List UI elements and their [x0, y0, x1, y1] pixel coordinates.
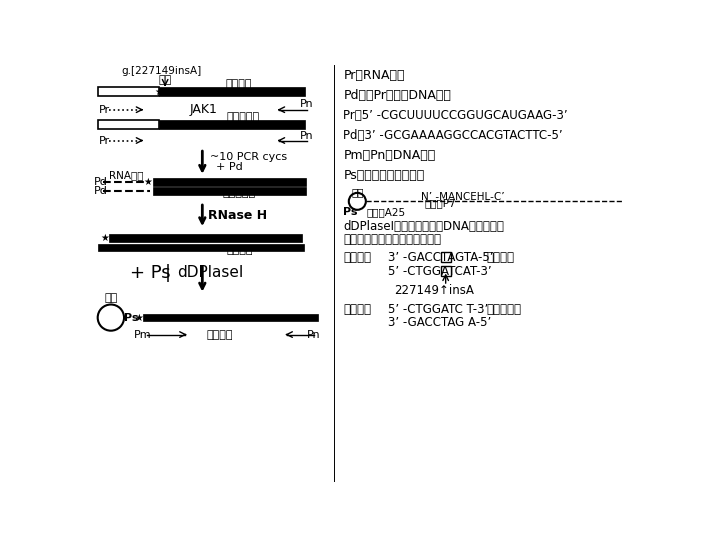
Bar [98, 120, 159, 129]
Text: N’ -MANCEHL-C’: N’ -MANCEHL-C’ [421, 192, 505, 202]
Bar [144, 314, 318, 321]
Text: Pm和Pn：DNA引物: Pm和Pn：DNA引物 [343, 150, 435, 163]
Text: dDPlaseI酶可以识别双鑃DNA上的突变区: dDPlaseI酶可以识别双鑃DNA上的突变区 [343, 220, 504, 233]
Text: dDPlaseI: dDPlaseI [177, 266, 243, 280]
Text: Pn: Pn [307, 330, 321, 339]
Text: Pr：RNA引物: Pr：RNA引物 [343, 69, 405, 82]
Text: 前扩增产物: 前扩增产物 [223, 188, 256, 198]
Text: 磁珠: 磁珠 [351, 187, 364, 197]
Text: 227149↑insA: 227149↑insA [394, 284, 474, 297]
Text: Pn: Pn [300, 131, 314, 141]
Bar [109, 235, 301, 242]
Bar [98, 244, 304, 251]
Circle shape [349, 193, 366, 210]
Text: （突变）: （突变） [486, 251, 515, 264]
Text: 消化产物: 消化产物 [226, 245, 253, 255]
Text: （野生型）: （野生型） [486, 302, 522, 315]
Bar [98, 87, 159, 96]
Text: RNA区域: RNA区域 [109, 170, 144, 180]
Text: 突变基因: 突变基因 [226, 79, 252, 88]
Bar [441, 252, 451, 262]
Text: 磁珠: 磁珠 [104, 293, 118, 304]
Text: 3’ -GACCTAG A-5’: 3’ -GACCTAG A-5’ [388, 317, 491, 330]
Text: Ps: Ps [124, 313, 139, 324]
Bar [159, 120, 305, 129]
Text: + Ps: + Ps [130, 264, 171, 282]
Text: 5’ -CTGGATCAT-3’: 5’ -CTGGATCAT-3’ [388, 265, 492, 278]
Text: Pd：3’ -GCGAAAAGGCCACGTACTTC-5’: Pd：3’ -GCGAAAAGGCCACGTACTTC-5’ [343, 130, 563, 143]
Circle shape [97, 305, 124, 331]
Bar [159, 87, 305, 96]
Text: ★: ★ [154, 87, 163, 97]
Text: Pr: Pr [98, 136, 109, 145]
Bar [441, 266, 451, 276]
Text: Pn: Pn [300, 99, 314, 108]
Text: RNase H: RNase H [207, 209, 267, 222]
Text: Pd: Pd [94, 177, 108, 187]
Text: + Pd: + Pd [215, 162, 243, 172]
Text: 连接区A25: 连接区A25 [367, 207, 406, 217]
Text: 连接产物: 连接产物 [206, 330, 233, 339]
Text: ★: ★ [100, 233, 109, 243]
Bar [153, 178, 306, 186]
Text: ★: ★ [135, 313, 143, 322]
Text: |: | [165, 264, 171, 282]
Text: g.[227149insA]: g.[227149insA] [121, 66, 201, 76]
Text: ~10 PCR cycs: ~10 PCR cycs [210, 152, 287, 163]
Bar [153, 188, 306, 195]
Text: Pm: Pm [134, 330, 151, 339]
Text: 突变: 突变 [158, 75, 172, 85]
Text: Pd：与Pr互补的DNA片段: Pd：与Pr互补的DNA片段 [343, 89, 451, 102]
Text: Ps：连接磁珠的多肽鑃: Ps：连接磁珠的多肽鑃 [343, 170, 425, 183]
Text: 野生型基因: 野生型基因 [226, 112, 259, 122]
Text: 不识别：: 不识别： [343, 302, 372, 315]
Text: 识别区P7: 识别区P7 [425, 198, 456, 209]
Text: 5’ -CTGGATC T-3’: 5’ -CTGGATC T-3’ [388, 302, 489, 315]
Text: Pr：5’ -CGCUUUUCCGGUGCAUGAAG-3’: Pr：5’ -CGCUUUUCCGGUGCAUGAAG-3’ [343, 109, 568, 122]
Text: Ps: Ps [343, 207, 358, 217]
Text: Pr: Pr [98, 105, 109, 115]
Text: 域序列，无法识别野生型序列。: 域序列，无法识别野生型序列。 [343, 233, 442, 246]
Text: Pd: Pd [94, 186, 108, 196]
Text: 3’ -GACCTAGTA-5’: 3’ -GACCTAGTA-5’ [388, 251, 494, 264]
Text: JAK1: JAK1 [190, 103, 218, 116]
Text: ★: ★ [144, 177, 152, 187]
Text: 可识别：: 可识别： [343, 251, 372, 264]
